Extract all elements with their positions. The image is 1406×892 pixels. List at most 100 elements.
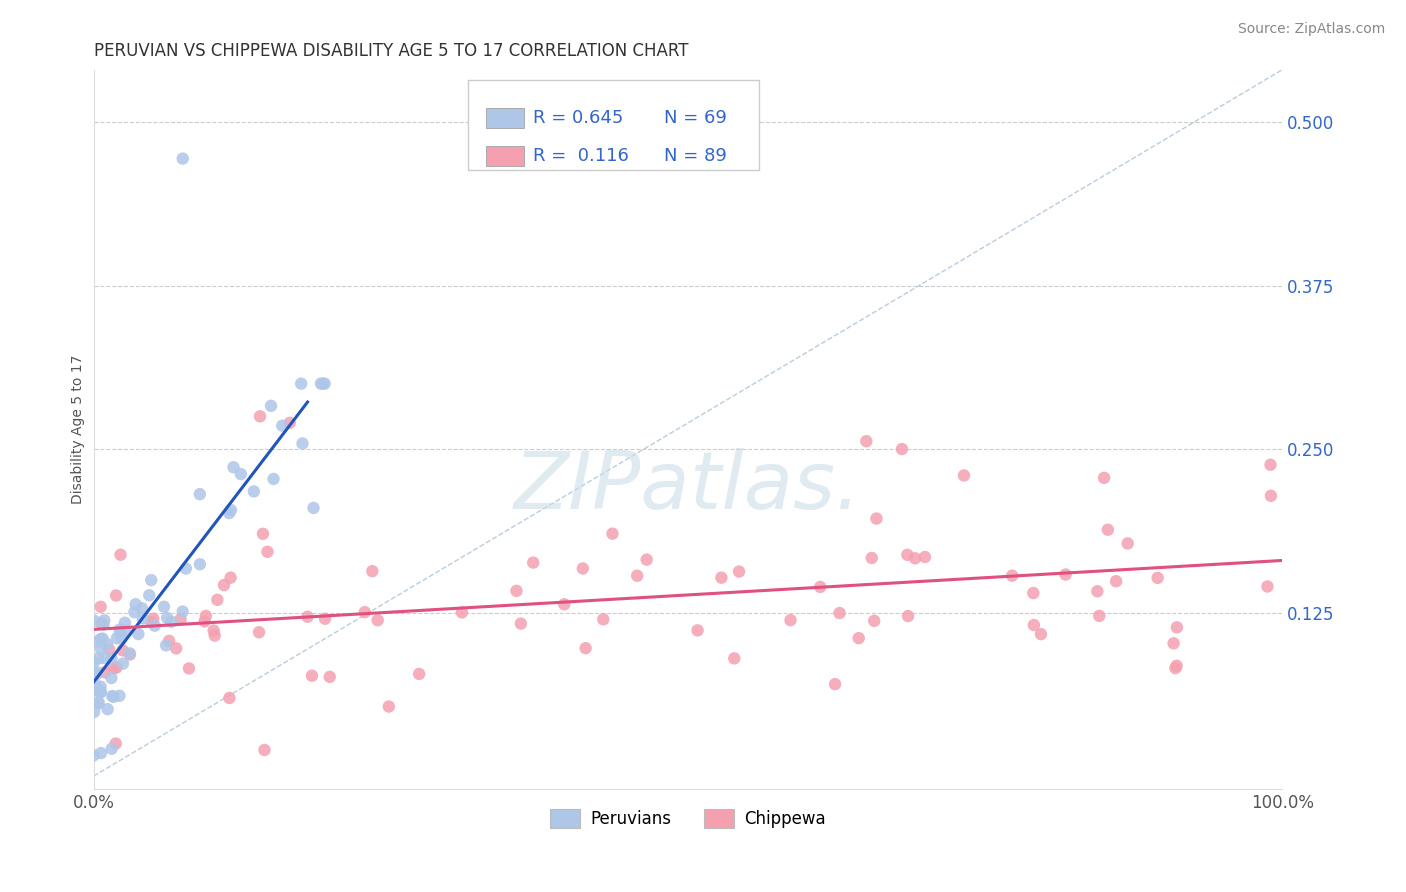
Point — [1146, 571, 1168, 585]
Point — [98, 642, 121, 657]
Point — [260, 399, 283, 413]
Point — [1260, 458, 1282, 472]
Point — [90, 616, 112, 631]
Point — [100, 671, 122, 685]
Point — [90, 684, 112, 698]
Point — [138, 588, 160, 602]
Point — [229, 467, 252, 481]
Point — [83, 748, 105, 763]
Point — [243, 484, 266, 499]
Legend: Peruvians, Chippewa: Peruvians, Chippewa — [543, 802, 832, 835]
Point — [353, 605, 375, 619]
Point — [249, 409, 271, 424]
Point — [157, 633, 180, 648]
Point — [1166, 620, 1188, 634]
Point — [124, 605, 146, 619]
Point — [297, 609, 319, 624]
Point — [271, 418, 294, 433]
Point — [1088, 608, 1111, 623]
Point — [860, 551, 883, 566]
Point — [97, 702, 120, 716]
Point — [93, 617, 115, 632]
Point — [263, 472, 285, 486]
Point — [103, 661, 125, 675]
Point — [256, 545, 278, 559]
Point — [86, 635, 108, 649]
Point — [1116, 536, 1139, 550]
Point — [505, 583, 527, 598]
Point — [86, 667, 108, 681]
Point — [90, 599, 112, 614]
Point — [110, 626, 132, 640]
Point — [174, 561, 197, 575]
Point — [553, 597, 575, 611]
Point — [509, 616, 531, 631]
Point — [91, 632, 114, 646]
Point — [904, 551, 927, 566]
Point — [100, 741, 122, 756]
Point — [127, 627, 149, 641]
Point — [710, 571, 733, 585]
Point — [253, 743, 276, 757]
Point — [96, 637, 118, 651]
Point — [1022, 586, 1045, 600]
Point — [111, 643, 134, 657]
Point — [891, 442, 914, 456]
Point — [87, 695, 110, 709]
Point — [808, 580, 831, 594]
Text: R = 0.645: R = 0.645 — [533, 109, 624, 127]
Point — [114, 624, 136, 638]
Point — [218, 506, 240, 520]
Text: N = 89: N = 89 — [664, 147, 727, 165]
Point — [153, 599, 176, 614]
FancyBboxPatch shape — [468, 80, 759, 170]
Point — [143, 618, 166, 632]
Point — [212, 578, 235, 592]
Point — [141, 573, 163, 587]
Point — [302, 500, 325, 515]
Point — [165, 641, 187, 656]
Point — [118, 648, 141, 662]
Point — [155, 638, 177, 652]
Point — [86, 665, 108, 680]
FancyBboxPatch shape — [486, 146, 524, 167]
Point — [247, 625, 270, 640]
Point — [953, 468, 976, 483]
Point — [1260, 489, 1282, 503]
Point — [101, 689, 124, 703]
Point — [367, 613, 389, 627]
Point — [1256, 580, 1278, 594]
Point — [105, 660, 128, 674]
Point — [863, 614, 886, 628]
Point — [105, 589, 128, 603]
Point — [1001, 568, 1024, 582]
Point — [1092, 471, 1115, 485]
Point — [103, 690, 125, 704]
Point — [728, 565, 751, 579]
Point — [142, 612, 165, 626]
Point — [100, 651, 122, 665]
Point — [141, 615, 163, 630]
Point — [309, 376, 332, 391]
Text: PERUVIAN VS CHIPPEWA DISABILITY AGE 5 TO 17 CORRELATION CHART: PERUVIAN VS CHIPPEWA DISABILITY AGE 5 TO… — [94, 42, 688, 60]
Point — [451, 606, 474, 620]
Text: N = 69: N = 69 — [664, 109, 727, 127]
Point — [94, 665, 117, 680]
Point — [169, 612, 191, 626]
Point — [828, 606, 851, 620]
Point — [626, 568, 648, 582]
Point — [87, 697, 110, 711]
Point — [207, 592, 229, 607]
Point — [361, 564, 384, 578]
Point — [219, 503, 242, 517]
Point — [848, 631, 870, 645]
Point — [93, 651, 115, 665]
Point — [108, 623, 131, 637]
Point — [290, 376, 312, 391]
Point — [188, 558, 211, 572]
Point — [108, 689, 131, 703]
Point — [177, 661, 200, 675]
Point — [1105, 574, 1128, 589]
Point — [1029, 627, 1052, 641]
Point — [571, 561, 593, 575]
